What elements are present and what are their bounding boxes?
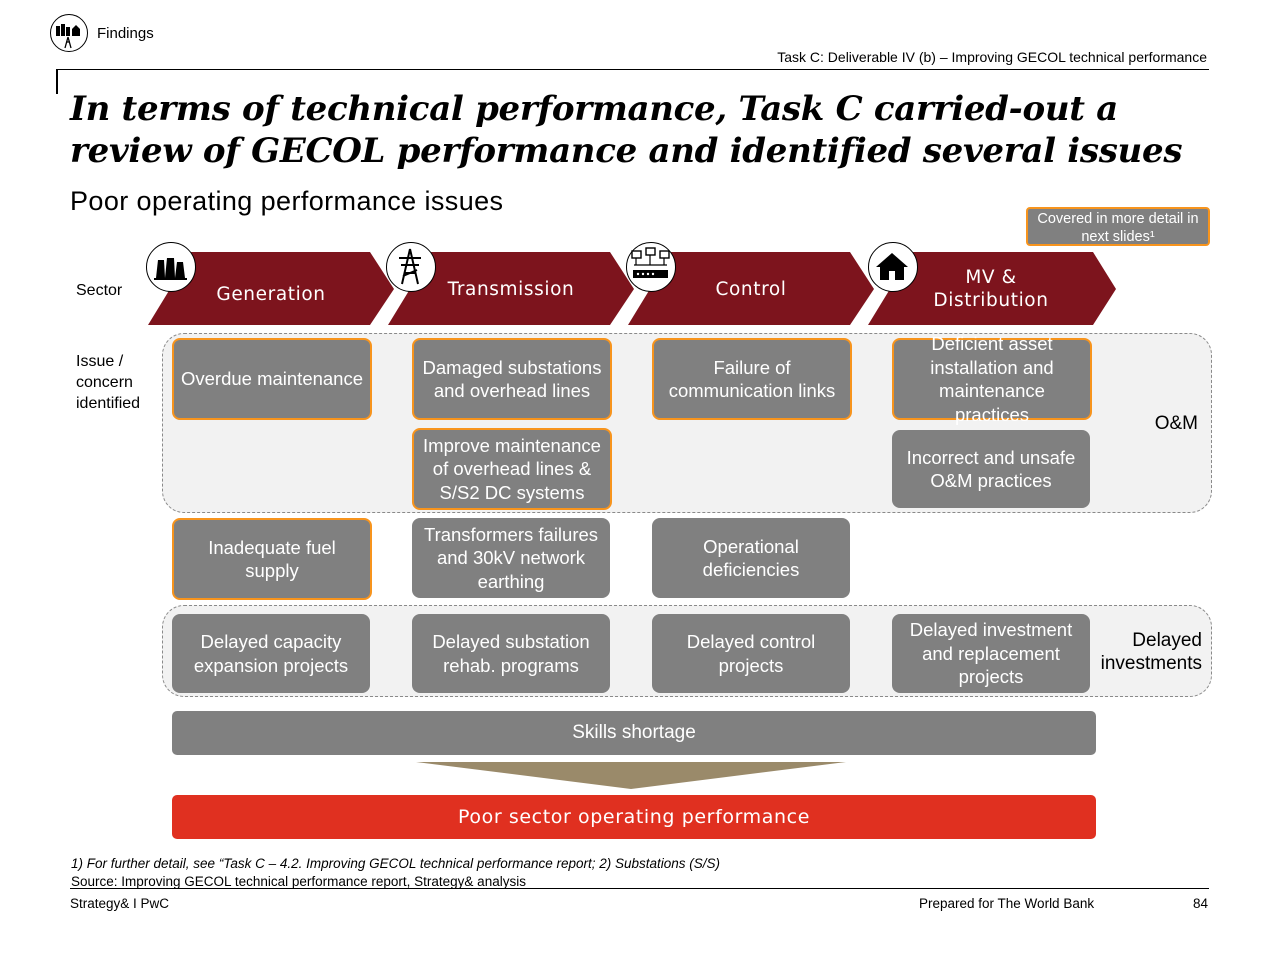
- chevron-transmission: [388, 252, 634, 325]
- transmission-tower-icon: [386, 242, 436, 292]
- task-reference: Task C: Deliverable IV (b) – Improving G…: [777, 49, 1207, 65]
- issue-box-improve-maintenance: Improve maintenance of overhead lines & …: [412, 428, 612, 510]
- funnel-arrow: [416, 762, 846, 789]
- issue-text: Improve maintenance of overhead lines & …: [423, 434, 601, 503]
- issue-box-damaged-substations: Damaged substations and overhead lines: [412, 338, 612, 420]
- issue-box-delayed-capacity: Delayed capacity expansion projects: [172, 614, 370, 693]
- source-line: Source: Improving GECOL technical perfor…: [71, 874, 526, 889]
- legend-highlight-note: Covered in more detail in next slides¹: [1026, 207, 1210, 246]
- footer-client: Prepared for The World Bank: [919, 896, 1095, 911]
- section-label: Findings: [97, 25, 154, 42]
- issue-box-transformer-failures: Transformers failures and 30kV network e…: [412, 518, 610, 598]
- issue-box-delayed-substation: Delayed substation rehab. programs: [412, 614, 610, 693]
- chevron-generation: [148, 252, 394, 325]
- sector-row-label: Sector: [76, 282, 123, 299]
- issue-box-fuel-supply: Inadequate fuel supply: [172, 518, 372, 600]
- power-plant-icon: [146, 242, 196, 292]
- findings-icon: [50, 14, 88, 52]
- issue-box-operational-deficiencies: Operational deficiencies: [652, 518, 850, 598]
- issue-text: Damaged substations and overhead lines: [422, 356, 602, 402]
- header-divider: [56, 69, 1209, 70]
- sector-label-distribution: MV & Distribution: [933, 267, 1049, 311]
- issue-text: Delayed capacity expansion projects: [193, 631, 349, 676]
- sector-chevrons: [148, 252, 1116, 325]
- corner-mark: [56, 69, 58, 94]
- issue-box-delayed-investment: Delayed investment and replacement proje…: [892, 614, 1090, 693]
- issue-text: Delayed investment and replacement proje…: [909, 619, 1073, 688]
- chevron-control: [628, 252, 874, 325]
- page-subtitle: Poor operating performance issues: [70, 186, 504, 216]
- om-band-label: O&M: [1154, 413, 1198, 434]
- house-icon: [868, 242, 918, 292]
- delayed-investments-label: Delayed investments: [1100, 630, 1202, 674]
- footnote-line: 1) For further detail, see “Task C – 4.2…: [71, 856, 721, 871]
- issue-box-deficient-asset-practices: Deficient asset installation and mainten…: [892, 333, 1092, 425]
- sector-label-generation: Generation: [216, 284, 326, 305]
- issue-box-communication-links: Failure of communication links: [652, 338, 852, 420]
- issue-text: Inadequate fuel supply: [208, 536, 336, 582]
- issue-row-label: Issue / concern identified: [76, 353, 141, 412]
- footer-brand: Strategy& I PwC: [70, 896, 170, 911]
- footnotes: 1) For further detail, see “Task C – 4.2…: [71, 855, 720, 891]
- footer-divider: [70, 888, 1209, 889]
- issue-box-unsafe-om-practices: Incorrect and unsafe O&M practices: [892, 430, 1090, 508]
- issue-text: Operational deficiencies: [702, 535, 800, 581]
- issue-text: Failure of communication links: [668, 356, 836, 402]
- page-title: In terms of technical performance, Task …: [70, 89, 1183, 171]
- issue-text: Delayed substation rehab. programs: [432, 631, 590, 676]
- issue-text: Transformers failures and 30kV network e…: [423, 523, 599, 592]
- issue-text: Incorrect and unsafe O&M practices: [906, 446, 1076, 492]
- chevron-distribution: [868, 252, 1116, 325]
- issue-text: Overdue maintenance: [180, 368, 364, 390]
- page-number: 84: [1193, 896, 1209, 911]
- issue-box-delayed-control: Delayed control projects: [652, 614, 850, 693]
- issue-text: Deficient asset installation and mainten…: [930, 333, 1054, 425]
- issue-text: Delayed control projects: [686, 631, 816, 676]
- skills-shortage-bar: Skills shortage: [172, 711, 1096, 755]
- sector-label-transmission: Transmission: [447, 279, 575, 300]
- issue-box-overdue-maintenance: Overdue maintenance: [172, 338, 372, 420]
- sector-label-control: Control: [715, 279, 787, 300]
- network-control-icon: [626, 242, 676, 292]
- outcome-bar: Poor sector operating performance: [172, 795, 1096, 839]
